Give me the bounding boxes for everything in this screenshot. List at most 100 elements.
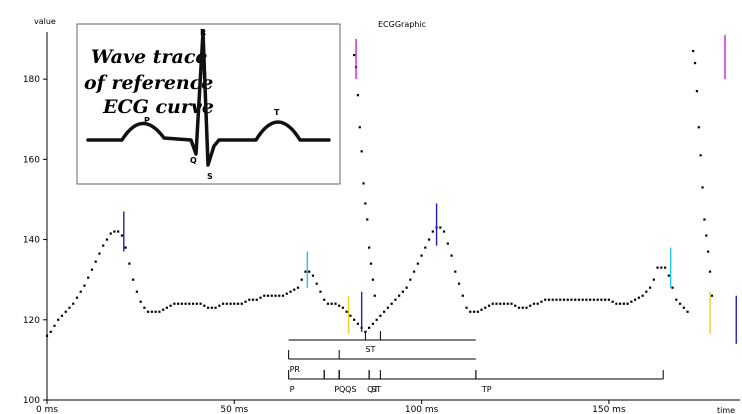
ecg-data-point xyxy=(356,94,360,97)
ecg-data-point xyxy=(656,266,659,269)
ecg-data-point xyxy=(454,270,457,273)
ecg-data-point xyxy=(682,306,685,309)
ecg-data-point xyxy=(143,306,146,309)
peak-markers xyxy=(123,35,737,344)
ecg-data-point xyxy=(705,234,708,237)
ecg-data-point xyxy=(124,246,127,249)
ecg-data-point xyxy=(353,53,356,57)
ecg-data-point xyxy=(364,202,367,205)
ecg-data-point xyxy=(663,266,667,269)
ecg-data-point xyxy=(87,276,90,279)
interval-label: ST xyxy=(365,345,375,354)
ecg-data-point xyxy=(398,294,401,297)
ecg-data-point xyxy=(695,90,699,93)
ecg-data-point xyxy=(98,252,101,255)
interval-annotations: ST PR QT P PQ QS ST TP xyxy=(288,331,664,394)
ecg-data-point xyxy=(147,310,150,313)
y-tick-label: 100 xyxy=(23,396,40,406)
ecg-data-point xyxy=(375,318,378,321)
ecg-data-point xyxy=(585,298,588,301)
ecg-data-point xyxy=(383,310,386,313)
ecg-data-point xyxy=(574,298,577,301)
ecg-data-point xyxy=(701,186,704,189)
ecg-data-point xyxy=(244,300,247,303)
ecg-data-point xyxy=(188,302,191,305)
ecg-data-point xyxy=(109,232,112,235)
inset-label-t: T xyxy=(274,108,280,117)
ecg-data-point xyxy=(416,262,419,265)
ecg-data-point xyxy=(390,302,393,305)
ecg-data-point xyxy=(371,322,374,325)
inset-label-q: Q xyxy=(190,156,197,165)
ecg-data-point xyxy=(703,218,706,221)
ecg-data-point xyxy=(446,242,449,245)
ecg-data-point xyxy=(315,282,318,285)
inset-label-r: R xyxy=(200,28,206,37)
ecg-data-point xyxy=(362,182,365,185)
ecg-data-point xyxy=(630,300,633,303)
ecg-data-point xyxy=(281,294,285,297)
ecg-data-point xyxy=(465,306,468,309)
ecg-data-point xyxy=(525,306,528,309)
ecg-data-point xyxy=(529,304,532,307)
chart-title: ECGGraphic xyxy=(378,20,426,29)
ecg-data-point xyxy=(266,294,270,297)
ecg-data-point xyxy=(132,278,135,281)
ecg-data-point xyxy=(255,298,258,301)
y-ticks: 100 120 140 160 180 xyxy=(23,75,47,406)
ecg-data-point xyxy=(641,294,644,297)
ecg-data-point xyxy=(371,278,374,281)
ecg-data-point xyxy=(360,150,363,153)
ecg-data-point xyxy=(206,306,210,309)
ecg-data-point xyxy=(323,298,326,301)
ecg-data-point xyxy=(472,310,476,313)
x-tick-label: 0 ms xyxy=(36,405,58,414)
x-ticks: 0 ms 50 ms 100 ms 150 ms xyxy=(36,400,626,414)
ecg-data-point xyxy=(693,61,697,65)
ecg-data-point xyxy=(622,302,625,305)
ecg-data-point xyxy=(409,278,412,281)
ecg-data-point xyxy=(203,304,206,307)
ecg-data-point xyxy=(293,288,296,291)
ecg-data-point xyxy=(221,302,225,305)
ecg-data-point xyxy=(369,262,373,265)
ecg-data-point xyxy=(405,286,408,289)
ecg-data-point xyxy=(648,286,652,289)
interval-label: PR xyxy=(290,365,301,374)
ecg-data-point xyxy=(581,298,584,301)
ecg-data-point xyxy=(708,270,712,273)
y-tick-label: 120 xyxy=(23,316,40,326)
ecg-data-point xyxy=(577,298,581,301)
ecg-data-point xyxy=(634,298,637,301)
ecg-data-point xyxy=(394,298,397,301)
ecg-data-point xyxy=(356,322,360,325)
ecg-data-point xyxy=(165,306,168,309)
ecg-data-point xyxy=(210,306,213,309)
ecg-data-point xyxy=(491,302,494,305)
inset-label-s: S xyxy=(207,172,213,181)
ecg-data-point xyxy=(652,278,655,281)
reference-ecg-wave xyxy=(86,30,331,167)
ecg-data-point xyxy=(562,298,566,301)
ecg-data-point xyxy=(79,290,82,293)
ecg-data-point xyxy=(544,298,547,301)
ecg-data-point xyxy=(517,306,521,309)
ecg-data-point xyxy=(113,230,116,233)
ecg-data-point xyxy=(236,302,240,305)
ecg-data-point xyxy=(607,298,610,301)
ecg-data-point xyxy=(233,302,236,305)
ecg-data-point xyxy=(199,302,202,305)
inset-title-line-3: ECG curve xyxy=(102,96,214,118)
ecg-data-point xyxy=(229,302,232,305)
ecg-data-point xyxy=(480,308,483,311)
ecg-data-point xyxy=(53,324,56,327)
ecg-data-point xyxy=(49,330,52,333)
ecg-data-point xyxy=(692,49,695,53)
ecg-data-point xyxy=(248,298,251,301)
ecg-data-point xyxy=(431,230,434,233)
ecg-data-point xyxy=(413,270,416,273)
ecg-data-point xyxy=(225,302,228,305)
ecg-data-point xyxy=(555,298,558,301)
ecg-data-point xyxy=(450,254,453,257)
